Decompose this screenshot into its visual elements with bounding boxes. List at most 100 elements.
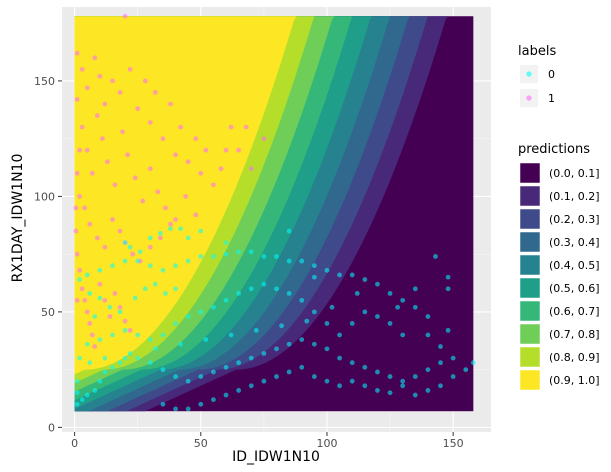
y-tick-label: 150 [34,75,55,88]
x-axis-ticks: 0 50 100 150 [71,432,464,450]
scatter-point [110,263,115,269]
scatter-point [74,251,80,257]
scatter-point [450,355,456,361]
scatter-point [311,309,317,315]
legend-fill-key [519,185,541,207]
scatter-point [79,286,85,292]
scatter-point [362,383,368,389]
legend-fill-key [519,162,541,184]
scatter-point [248,166,254,172]
legend-prediction-text: (0.0, 0.1] [549,167,600,180]
scatter-point [299,297,305,303]
scatter-point [324,267,330,273]
scatter-point [218,166,224,172]
legend-fill-key [519,277,541,299]
scatter-point [97,378,103,384]
scatter-point [94,235,100,241]
scatter-point [105,159,110,165]
scatter-point [362,277,368,282]
scatter-point [87,321,93,326]
legend-label-text: 0 [548,68,555,81]
scatter-point [94,113,100,118]
scatter-point [211,369,216,375]
scatter-point [337,383,342,389]
scatter-point [223,240,229,246]
legend-fill-key [519,254,541,276]
scatter-point [84,341,90,347]
scatter-point [387,291,393,296]
scatter-point [158,235,163,241]
scatter-point [261,136,267,142]
scatter-point [173,286,178,292]
scatter-point [147,120,153,125]
scatter-point [160,332,166,338]
scatter-point [79,397,85,403]
scatter-point [299,337,305,343]
scatter-point [400,383,406,389]
scatter-point [117,304,123,310]
scatter-point [142,78,148,84]
scatter-point [248,286,254,292]
y-axis-ticks: 0 50 100 150 [34,75,62,434]
scatter-point [470,360,476,366]
scatter-point [400,297,406,303]
scatter-point [112,182,118,188]
scatter-point [147,263,153,269]
legend-prediction-text: (0.5, 0.6] [549,282,600,295]
scatter-point [79,124,85,130]
scatter-point [463,367,469,373]
scatter-point [185,378,191,384]
scatter-point [349,360,355,366]
scatter-point [198,170,204,176]
scatter-point [102,369,108,375]
scatter-point [253,327,259,333]
scatter-point [89,332,95,338]
scatter-point [92,388,98,393]
scatter-point [248,249,254,255]
scatter-point [135,355,141,361]
scatter-point [173,152,178,158]
scatter-point [261,254,267,259]
scatter-point [211,182,216,188]
scatter-point [89,170,95,176]
prediction-band [74,16,474,375]
legend-point-key [526,95,532,101]
scatter-point [152,346,158,352]
scatter-point [87,291,93,296]
scatter-point [236,388,242,393]
scatter-point [74,378,80,384]
scatter-point [236,147,242,153]
scatter-point [74,96,80,102]
scatter-point [147,235,153,241]
scatter-point [127,66,133,72]
legend-fill-key [519,300,541,322]
scatter-point [198,374,204,379]
scatter-point [286,291,292,296]
scatter-point [299,364,305,370]
legend-prediction-text: (0.6, 0.7] [549,305,600,318]
scatter-point [168,101,173,107]
scatter-point [112,291,118,296]
scatter-point [160,367,166,373]
scatter-point [82,297,88,303]
scatter-point [311,341,317,347]
scatter-point [400,332,406,338]
y-tick-label: 100 [34,190,55,203]
legend-prediction-text: (0.8, 0.9] [549,351,600,364]
x-tick-label: 150 [443,437,464,450]
scatter-point [132,295,138,301]
scatter-point [304,318,310,324]
scatter-point [99,136,105,142]
scatter-point [311,263,317,269]
scatter-point [122,13,128,19]
scatter-point [130,251,136,257]
scatter-point [198,401,204,407]
scatter-point [87,221,93,227]
scatter-point [97,73,103,79]
scatter-point [185,159,191,165]
legend-label-text: 1 [548,92,555,105]
scatter-point [274,286,279,292]
scatter-point [243,124,249,130]
scatter-point [261,351,267,356]
